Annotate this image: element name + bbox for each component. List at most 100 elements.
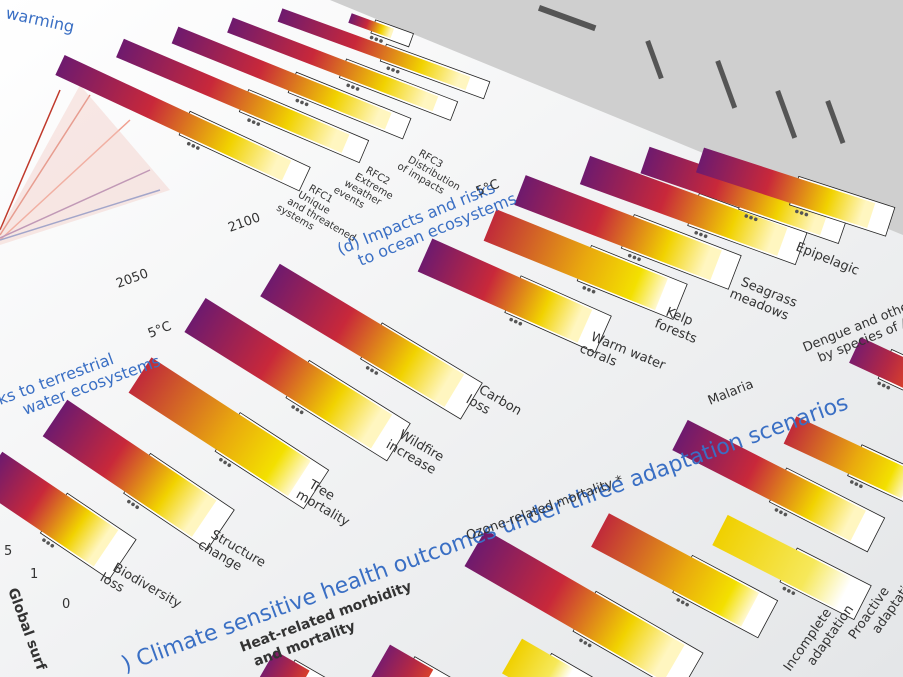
confidence-dot — [779, 510, 783, 515]
ember — [260, 263, 483, 420]
ember-bar — [483, 209, 668, 311]
confidence-dot — [587, 643, 592, 648]
confidence-dot — [304, 102, 309, 107]
confidence-dot — [685, 602, 689, 607]
ember-bar — [640, 146, 830, 236]
embers — [0, 8, 903, 677]
confidence-dot — [391, 68, 395, 72]
ember-bar — [255, 650, 310, 677]
confidence-dot — [135, 505, 139, 509]
confidence-dot — [627, 253, 632, 258]
confidence-dot — [637, 257, 641, 262]
ember-bar — [672, 419, 866, 541]
ember — [464, 529, 704, 677]
ember — [0, 451, 137, 580]
ember — [277, 8, 491, 100]
confidence-dot — [295, 98, 300, 103]
projection-band — [0, 85, 170, 245]
confidence-dot — [694, 231, 699, 235]
ember — [55, 55, 311, 192]
confidence-dot — [131, 502, 135, 507]
confidence-dot — [196, 146, 200, 150]
confidence-dot — [804, 212, 809, 217]
confidence-dot — [50, 543, 55, 548]
confidence-dot — [223, 460, 227, 465]
ember — [370, 644, 453, 677]
ember-bar — [370, 644, 434, 677]
ember-bar — [0, 451, 119, 567]
ember — [184, 298, 411, 462]
ember-bar — [55, 55, 292, 181]
confidence-dot — [369, 35, 374, 40]
ember — [227, 17, 459, 121]
ember-bar — [712, 514, 853, 609]
facing-text — [537, 5, 846, 144]
ember-bar — [591, 513, 760, 627]
ember — [483, 209, 688, 320]
ember-bar — [42, 399, 217, 537]
confidence-dot — [127, 499, 131, 504]
ember — [591, 513, 779, 639]
confidence-dot — [795, 209, 799, 214]
axis-tick-label: 1 — [30, 567, 38, 582]
ember — [695, 147, 896, 237]
confidence-dot — [300, 100, 304, 105]
ember-bar — [417, 238, 593, 343]
confidence-dot — [783, 512, 788, 517]
confidence-dot — [351, 85, 355, 89]
confidence-dot — [582, 286, 587, 290]
confidence-dot — [703, 234, 708, 239]
confidence-dot — [370, 368, 374, 373]
ember — [712, 514, 872, 621]
ember — [849, 337, 903, 399]
ember-bar — [348, 13, 394, 39]
confidence-dot — [513, 319, 518, 324]
axis-tick-label: 0 — [62, 597, 70, 612]
confidence-dot — [676, 598, 681, 602]
ember-bar — [464, 529, 685, 677]
ember-bar — [783, 416, 903, 499]
confidence-dot — [227, 463, 232, 467]
ember-bar — [849, 337, 903, 389]
ember — [502, 638, 593, 677]
confidence-dot — [699, 232, 703, 237]
confidence-dot — [247, 118, 251, 122]
confidence-dot — [850, 480, 854, 484]
confidence-dot — [374, 37, 379, 42]
confidence-dot — [395, 69, 400, 74]
ember — [42, 399, 235, 551]
ember — [116, 38, 370, 164]
ember — [514, 175, 742, 290]
projection-lines — [0, 89, 161, 241]
confidence-dot — [859, 484, 863, 489]
ember-frame — [272, 659, 329, 677]
confidence-dot — [579, 638, 583, 643]
ember — [417, 238, 612, 354]
ember — [672, 419, 886, 553]
confidence-dot — [632, 255, 637, 260]
confidence-dot — [355, 87, 360, 91]
ember-bar — [171, 26, 392, 130]
confidence-dot — [251, 120, 256, 124]
confidence-dot — [291, 405, 295, 409]
confidence-dot — [881, 383, 886, 388]
confidence-dot — [186, 141, 191, 146]
confidence-dot — [379, 39, 383, 43]
ember-bar — [277, 8, 471, 90]
confidence-dot — [46, 541, 50, 545]
confidence-dot — [587, 287, 591, 292]
ember-bar — [128, 357, 311, 497]
confidence-dot — [299, 410, 304, 415]
confidence-dot — [346, 83, 351, 88]
ember-bar — [116, 38, 350, 153]
ember-bar — [695, 147, 876, 228]
ember-bar — [502, 638, 574, 677]
confidence-dot — [753, 217, 758, 222]
confidence-dot — [791, 591, 796, 595]
confidence-dot — [591, 289, 596, 294]
confidence-dot — [749, 215, 753, 220]
confidence-dot — [518, 321, 523, 326]
ember-bar — [260, 263, 465, 408]
confidence-dot — [886, 385, 891, 390]
